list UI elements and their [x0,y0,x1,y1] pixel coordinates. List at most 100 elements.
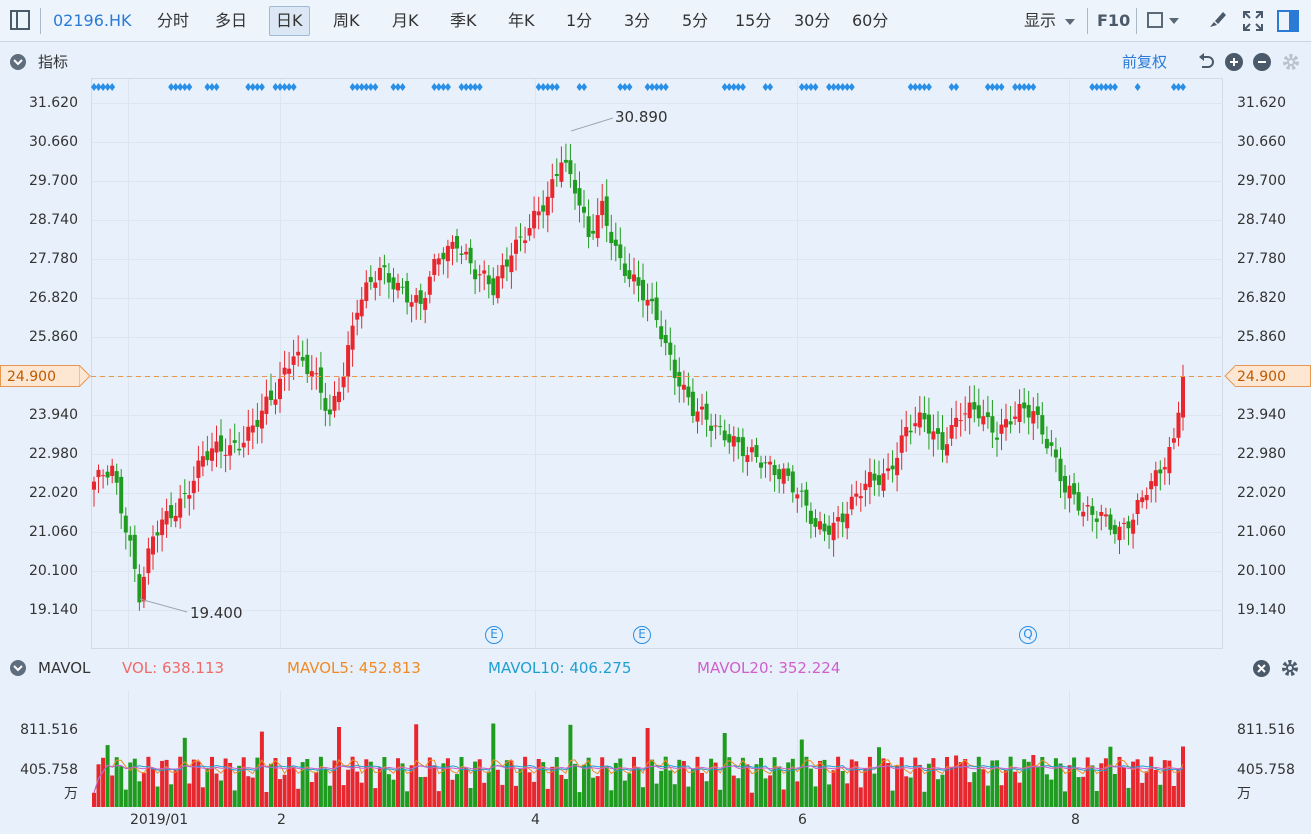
period-tab-1min[interactable]: 1分 [566,11,593,30]
candle-body [491,278,496,296]
signal-marker [735,83,742,91]
candle-body [427,276,432,295]
volume-bar [169,784,174,807]
zoom-in-icon[interactable] [1225,53,1243,71]
signal-marker [544,83,551,91]
candle-body [196,460,201,478]
undo-icon[interactable] [1196,52,1216,72]
volume-bar [450,779,455,807]
signal-marker [476,83,483,91]
drawing-shape-dropdown[interactable] [1147,12,1187,30]
panel-toggle-icon[interactable] [1277,10,1299,32]
signal-marker [925,83,932,91]
volume-bar [795,781,800,807]
volume-bar [1040,757,1045,807]
candle-body [563,159,568,163]
sidebar-toggle-icon[interactable] [10,10,30,30]
period-tab-timeshare[interactable]: 分时 [157,11,190,30]
candle-body [1140,497,1145,503]
fullscreen-icon[interactable] [1242,10,1264,32]
period-tab-quarterly-k[interactable]: 季K [450,11,477,30]
candle-body [695,411,700,422]
period-tab-weekly-k[interactable]: 周K [333,11,360,30]
collapse-chevron-icon[interactable] [10,660,26,676]
candle-body [346,345,351,377]
signal-marker [662,83,669,91]
volume-indicator-name[interactable]: MAVOL [38,659,91,677]
period-tab-30min[interactable]: 30分 [794,11,831,30]
settings-gear-icon[interactable] [1280,658,1300,678]
period-tab-multiday[interactable]: 多日 [215,11,248,30]
period-tab-3min[interactable]: 3分 [624,11,651,30]
signal-marker [617,83,624,91]
candle-body [359,299,364,317]
signal-marker [644,83,651,91]
volume-bar [541,762,546,807]
signal-marker [286,83,293,91]
period-tab-60min[interactable]: 60分 [852,11,889,30]
period-tab-daily-k[interactable]: 日K [269,6,310,36]
candle-body [541,205,546,212]
candle-body [845,513,850,529]
volume-bar [622,780,627,807]
volume-bar [745,764,750,807]
volume-bar [1031,755,1036,807]
volume-indicator-header: MAVOL VOL: 638.113 MAVOL5: 452.813 MAVOL… [0,655,1311,681]
period-tab-15min[interactable]: 15分 [735,11,772,30]
volume-axis-tick-right: 811.516 [1237,722,1295,738]
volume-bar [1017,782,1022,807]
volume-bar [1072,757,1077,807]
close-icon[interactable] [1253,660,1270,677]
candle-body [418,290,423,304]
candle-body [1072,483,1077,495]
candle-body [132,534,137,569]
candle-body [477,274,482,276]
candle-body [518,236,523,238]
candle-body [169,505,174,519]
signal-marker [208,83,215,91]
zoom-out-icon[interactable] [1253,53,1271,71]
settings-gear-icon[interactable] [1281,52,1301,72]
display-dropdown[interactable]: 显示 [1024,0,1076,42]
volume-bar [908,777,913,807]
mavol10-line [93,764,1184,793]
signal-marker [798,83,805,91]
high-annotation-leader [570,117,614,132]
volume-bar [491,723,496,807]
period-tab-monthly-k[interactable]: 月K [392,11,419,30]
signal-marker [1021,83,1028,91]
period-tab-yearly-k[interactable]: 年K [508,11,535,30]
signal-marker [213,83,220,91]
signal-marker [363,83,370,91]
candle-body [436,258,441,265]
candle-body [105,471,110,478]
f10-button[interactable]: F10 [1097,11,1131,30]
event-marker-q[interactable]: Q [1019,626,1037,644]
candle-body [219,435,223,452]
candle-body [713,425,718,427]
brush-icon[interactable] [1206,9,1228,31]
event-marker-e[interactable]: E [485,626,503,644]
candle-body [559,162,564,182]
candle-body [323,398,328,411]
volume-bar [414,724,419,807]
period-tab-5min[interactable]: 5分 [682,11,709,30]
candle-body [586,216,591,237]
volume-axis-tick-right: 405.758 [1237,762,1295,778]
price-axis-tick-left: 30.660 [29,134,78,150]
signal-marker [540,83,547,91]
candle-body [1022,402,1027,409]
signal-marker [1111,83,1118,91]
indicator-label[interactable]: 指标 [38,53,69,71]
volume-bar [210,756,214,807]
volume-bar [781,789,786,807]
collapse-chevron-icon[interactable] [10,54,26,70]
event-marker-e[interactable]: E [633,626,651,644]
price-axis-tick-left: 22.020 [29,485,78,501]
candle-body [119,476,124,514]
signal-marker [467,83,474,91]
stock-symbol[interactable]: 02196.HK [53,11,132,30]
adjust-mode-button[interactable]: 前复权 [1122,53,1168,71]
candle-body [405,281,410,303]
candle-body [128,535,133,541]
